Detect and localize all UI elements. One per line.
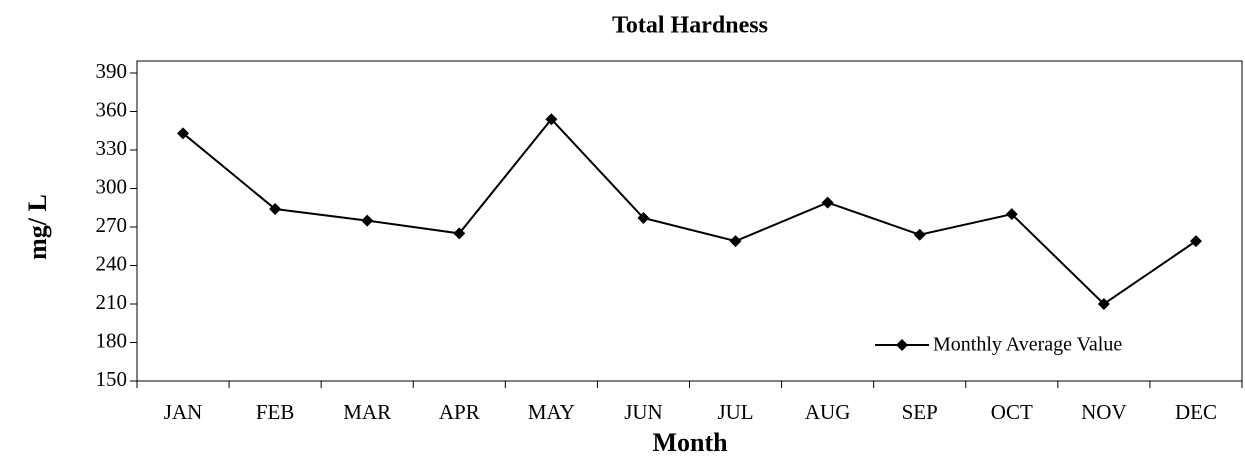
y-tick-label: 180 [96, 328, 128, 352]
y-tick-label: 150 [96, 367, 128, 391]
point-marker [1189, 235, 1202, 248]
y-tick-label: 240 [96, 251, 128, 275]
x-axis-label: Month [652, 428, 728, 457]
y-tick-label: 210 [96, 290, 128, 314]
chart-title: Total Hardness [612, 13, 768, 39]
x-tick-label: AUG [805, 400, 851, 424]
x-tick-label: JUN [624, 400, 663, 424]
point-marker [637, 212, 650, 225]
y-tick-label: 330 [96, 136, 128, 160]
point-marker [1005, 208, 1018, 221]
y-tick-label: 270 [96, 213, 128, 237]
point-marker [177, 127, 190, 140]
point-marker [545, 113, 558, 126]
x-tick-label: MAY [528, 400, 575, 424]
point-marker [453, 227, 466, 240]
point-marker [913, 228, 926, 241]
legend-label: Monthly Average Value [933, 334, 1122, 356]
point-marker [361, 214, 374, 227]
y-tick-label: 300 [96, 174, 128, 198]
y-tick-label: 390 [96, 59, 128, 83]
legend-marker [896, 339, 908, 351]
x-tick-label: JAN [164, 400, 203, 424]
x-tick-label: SEP [902, 400, 938, 424]
point-marker [729, 235, 742, 248]
x-tick-label: MAR [343, 400, 391, 424]
x-tick-label: APR [439, 400, 480, 424]
point-marker [821, 196, 834, 209]
point-marker [269, 203, 282, 216]
point-marker [1097, 298, 1110, 310]
x-tick-label: NOV [1081, 400, 1127, 424]
y-axis-label: mg/ L [23, 194, 52, 260]
x-tick-label: DEC [1175, 400, 1217, 424]
x-tick-label: OCT [991, 400, 1033, 424]
x-tick-label: JUL [717, 400, 753, 424]
x-tick-label: FEB [256, 400, 295, 424]
series-line [182, 117, 1197, 306]
y-tick-label: 360 [96, 97, 128, 121]
